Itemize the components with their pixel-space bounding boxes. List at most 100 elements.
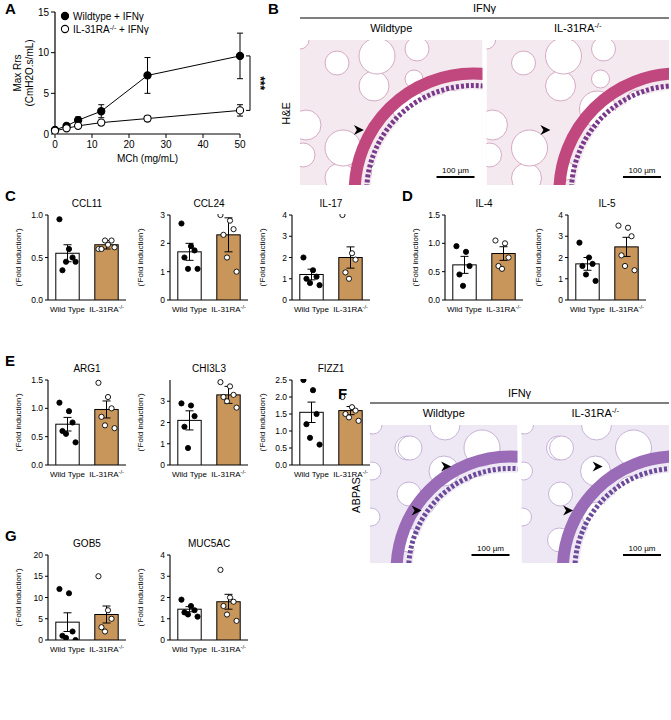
y-tick-label: 1.5 bbox=[275, 409, 287, 419]
data-point bbox=[304, 422, 309, 427]
y-tick bbox=[289, 236, 292, 237]
data-point bbox=[493, 238, 498, 243]
x-tick-label: 10 bbox=[86, 139, 98, 150]
adipocyte bbox=[522, 425, 534, 434]
data-point bbox=[224, 255, 229, 260]
scale-bar-label: 100 µm bbox=[629, 544, 656, 553]
x-axis bbox=[55, 133, 240, 134]
text-part: 0 bbox=[38, 635, 43, 645]
data-point bbox=[60, 268, 65, 273]
y-tick bbox=[45, 300, 48, 301]
superscript: -/- bbox=[639, 304, 644, 310]
text-part: A bbox=[5, 0, 16, 17]
adipocyte bbox=[487, 143, 502, 167]
text-part: F bbox=[338, 385, 347, 402]
adipocyte bbox=[359, 40, 395, 74]
data-point bbox=[310, 268, 315, 273]
superscript: -/- bbox=[119, 469, 124, 475]
adipocyte bbox=[512, 163, 542, 185]
y-tick-label: 2 bbox=[160, 418, 165, 428]
text-part: IL-5 bbox=[598, 198, 616, 209]
x-tick-label: 50 bbox=[234, 139, 246, 150]
point bbox=[75, 122, 82, 129]
plot-area bbox=[56, 574, 118, 640]
y-axis bbox=[444, 215, 445, 300]
category-label: Wild Type bbox=[172, 645, 208, 654]
y-tick-label: 3 bbox=[160, 396, 165, 406]
text-part: 3 bbox=[160, 396, 165, 406]
adipocyte bbox=[370, 508, 380, 526]
y-tick bbox=[167, 618, 170, 619]
y-tick bbox=[565, 278, 568, 279]
category-label: IL-31RA-/- bbox=[89, 644, 124, 654]
superscript: -/- bbox=[241, 644, 246, 650]
data-point bbox=[502, 241, 507, 246]
text-part: ARG1 bbox=[73, 363, 101, 374]
y-tick bbox=[289, 465, 292, 466]
text-part: 2 bbox=[282, 253, 287, 263]
y-tick bbox=[45, 408, 48, 409]
category-label: IL-31RA-/- bbox=[486, 304, 521, 314]
data-point bbox=[346, 276, 351, 281]
text-part: 100 µm bbox=[629, 166, 656, 175]
chart-title: MUC5AC bbox=[188, 538, 230, 549]
y-tick bbox=[167, 443, 170, 444]
y-tick-label: 0.0 bbox=[31, 460, 43, 470]
bar-chart: GOB505101520('Fold induction')Wild TypeI… bbox=[14, 538, 126, 654]
text-part: 1.0 bbox=[428, 238, 440, 248]
data-point bbox=[619, 253, 624, 258]
text-part: Max Rrs bbox=[12, 54, 23, 91]
data-point bbox=[112, 426, 117, 431]
y-axis-title: ('Fold induction') bbox=[411, 228, 420, 287]
data-point bbox=[99, 414, 104, 419]
plot-area bbox=[178, 214, 240, 300]
text-part: IL-31RA bbox=[333, 305, 363, 314]
chart-title: CHI3L3 bbox=[192, 363, 226, 374]
data-point bbox=[109, 406, 114, 411]
text-part: 20 bbox=[123, 139, 135, 150]
legend-marker bbox=[61, 12, 68, 19]
y-tick bbox=[45, 465, 48, 466]
data-point bbox=[457, 272, 462, 277]
superscript: -/- bbox=[594, 21, 602, 30]
data-point bbox=[454, 244, 459, 249]
y-tick bbox=[51, 93, 55, 94]
adipocyte bbox=[405, 40, 429, 61]
text-part: 3 bbox=[558, 231, 563, 241]
data-point bbox=[463, 249, 468, 254]
y-tick-label: 5 bbox=[43, 88, 49, 99]
bar bbox=[95, 245, 118, 300]
micrograph bbox=[487, 40, 670, 185]
x-tick bbox=[55, 134, 56, 138]
data-point bbox=[109, 238, 114, 243]
data-point bbox=[349, 251, 354, 256]
x-tick bbox=[92, 134, 93, 138]
y-tick bbox=[565, 257, 568, 258]
superscript: -/- bbox=[516, 304, 521, 310]
y-tick-label: 3 bbox=[282, 231, 287, 241]
point bbox=[236, 107, 243, 114]
text-part: 2 bbox=[160, 418, 165, 428]
data-point bbox=[301, 255, 306, 260]
data-point bbox=[593, 278, 598, 283]
plot-area bbox=[56, 217, 118, 300]
adipocyte bbox=[487, 40, 496, 49]
superscript: -/- bbox=[119, 644, 124, 650]
text-part: 1 bbox=[282, 274, 287, 284]
data-point bbox=[73, 637, 78, 640]
data-point bbox=[310, 388, 315, 393]
point bbox=[98, 119, 105, 126]
text-part: FIZZ1 bbox=[318, 363, 345, 374]
category-label: Wild Type bbox=[570, 305, 606, 314]
y-tick-label: 0 bbox=[558, 295, 563, 305]
data-point bbox=[63, 635, 68, 640]
y-tick-label: 0.0 bbox=[275, 460, 287, 470]
y-axis-title: ('Fold induction') bbox=[136, 393, 145, 452]
series-line bbox=[55, 56, 240, 130]
y-tick-label: 0.5 bbox=[31, 253, 43, 263]
text-part: Wild Type bbox=[50, 470, 86, 479]
data-point bbox=[580, 263, 585, 268]
y-tick-label: 1.0 bbox=[31, 210, 43, 220]
data-point bbox=[231, 392, 236, 397]
micrograph bbox=[370, 425, 518, 563]
